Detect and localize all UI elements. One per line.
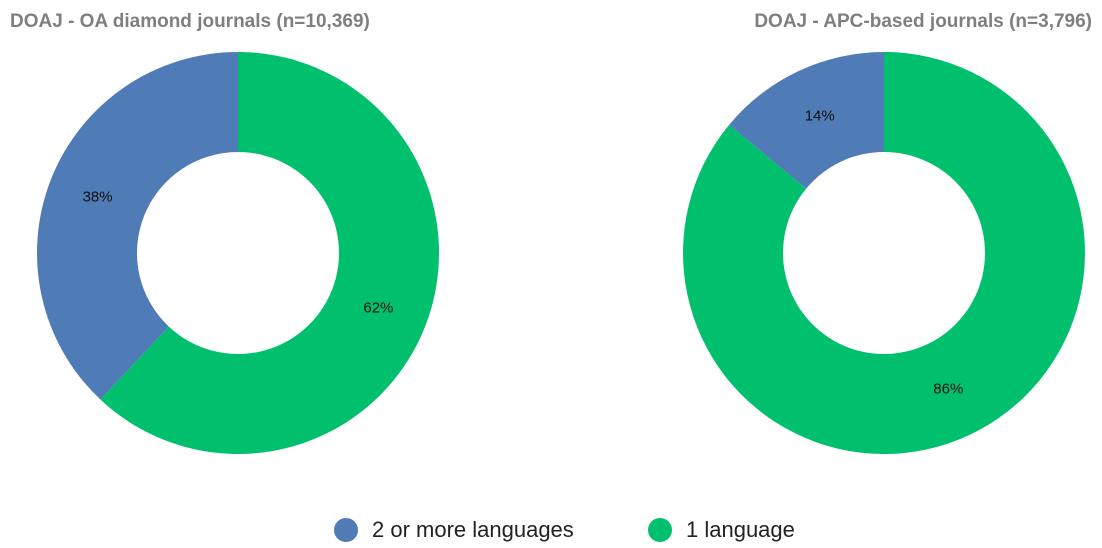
value-label: 62% xyxy=(363,300,393,317)
donut-segment xyxy=(37,52,239,400)
value-label: 14% xyxy=(805,107,835,124)
legend-marker xyxy=(648,518,672,542)
legend-marker xyxy=(334,518,358,542)
donut-segment xyxy=(682,52,1085,454)
chart-title: DOAJ - OA diamond journals (n=10,369) xyxy=(10,11,370,32)
value-label: 86% xyxy=(933,381,963,398)
legend-label: 1 language xyxy=(686,517,795,542)
chart-title: DOAJ - APC-based journals (n=3,796) xyxy=(754,11,1092,32)
donut-segment xyxy=(729,52,884,189)
value-label: 38% xyxy=(83,188,113,205)
donut-segment xyxy=(100,52,439,455)
legend-label: 2 or more languages xyxy=(372,517,574,542)
